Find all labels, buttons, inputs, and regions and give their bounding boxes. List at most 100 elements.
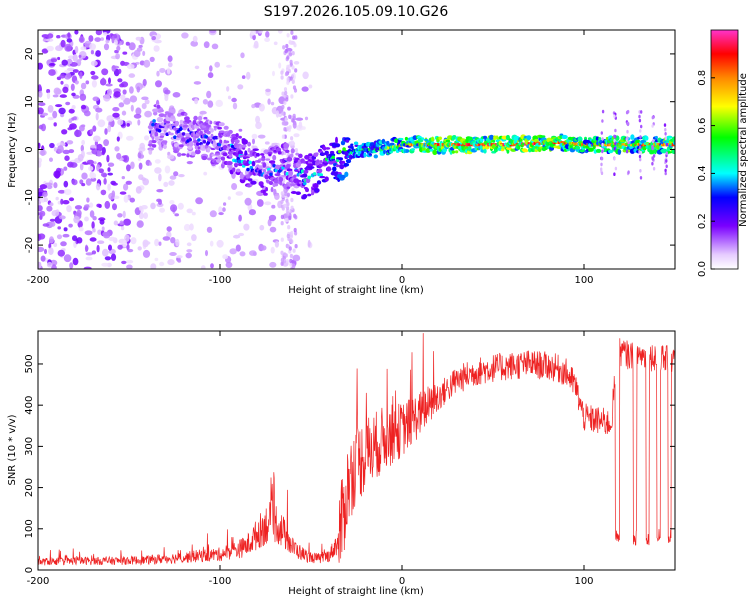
heatmap-cell	[116, 45, 121, 51]
heatmap-cell	[60, 39, 66, 48]
heatmap-cell	[38, 246, 45, 253]
heatmap-cell	[150, 202, 156, 210]
heatmap-cell	[353, 141, 359, 146]
heatmap-cell	[173, 171, 179, 177]
heatmap-cell	[291, 65, 295, 70]
heatmap-cell	[214, 153, 221, 156]
heatmap-cell	[46, 185, 53, 190]
heatmap-cell	[288, 215, 292, 221]
heatmap-cell	[301, 86, 309, 92]
heatmap-cell	[48, 69, 56, 76]
heatmap-cell	[605, 143, 607, 147]
heatmap-cell	[574, 142, 576, 146]
heatmap-cell	[625, 149, 629, 154]
heatmap-cell	[265, 187, 268, 192]
bottom-x-tick-label: -100	[209, 576, 232, 587]
heatmap-cell	[80, 82, 87, 90]
top-y-ticks: 20 10 0 -10 -20	[24, 48, 675, 253]
heatmap-cell	[601, 142, 604, 147]
heatmap-cell	[72, 235, 78, 242]
heatmap-cell	[451, 150, 455, 154]
heatmap-cell	[117, 119, 124, 126]
heatmap-cell	[210, 128, 214, 133]
heatmap-cell	[629, 146, 634, 149]
heatmap-cell	[627, 140, 630, 145]
heatmap-cell	[64, 69, 70, 74]
heatmap-cell	[238, 135, 242, 139]
heatmap-cell	[105, 83, 113, 87]
heatmap-cell	[587, 147, 594, 152]
heatmap-cell	[40, 255, 46, 262]
heatmap-cell	[252, 148, 259, 151]
heatmap-cell	[255, 152, 260, 157]
heatmap-cell	[49, 142, 55, 149]
heatmap-cell	[294, 68, 298, 73]
heatmap-cell	[107, 124, 111, 133]
heatmap-cell	[164, 89, 171, 95]
heatmap-cell	[47, 33, 54, 39]
colorbar-ticks: 0.0 0.2 0.4 0.6 0.8	[697, 70, 715, 277]
heatmap-cell	[130, 237, 137, 245]
heatmap-cell	[101, 68, 109, 76]
heatmap-cell	[481, 143, 484, 147]
heatmap-cell	[281, 111, 285, 116]
heatmap-cell	[324, 176, 329, 182]
heatmap-cell	[170, 237, 176, 244]
heatmap-cell	[105, 39, 110, 44]
heatmap-cell	[290, 148, 295, 154]
heatmap-cell	[154, 159, 161, 164]
heatmap-cell	[319, 173, 324, 177]
heatmap-cell	[269, 226, 277, 233]
heatmap-cell	[238, 128, 243, 132]
heatmap-cell	[209, 65, 213, 72]
heatmap-cell	[91, 250, 97, 255]
heatmap-cell	[188, 138, 192, 142]
heatmap-cell	[409, 143, 411, 147]
heatmap-cell	[61, 59, 68, 66]
heatmap-cell	[524, 142, 526, 146]
heatmap-cell	[264, 171, 267, 175]
heatmap-cell	[79, 124, 85, 132]
heatmap-cell	[613, 138, 616, 143]
heatmap-cell	[250, 180, 257, 185]
heatmap-cell	[125, 259, 134, 264]
heatmap-cell	[143, 241, 151, 245]
heatmap-cell	[63, 254, 72, 263]
heatmap-cell	[285, 43, 289, 49]
heatmap-cell	[176, 255, 183, 259]
heatmap-cell	[118, 102, 125, 108]
heatmap-cell	[252, 34, 256, 41]
heatmap-cell	[275, 110, 280, 118]
heatmap-cell	[656, 143, 658, 147]
heatmap-cell	[38, 124, 44, 130]
heatmap-cell	[101, 150, 105, 156]
heatmap-cell	[52, 110, 58, 119]
heatmap-cell	[72, 69, 79, 73]
heatmap-cell	[106, 154, 110, 163]
heatmap-cell	[186, 242, 192, 247]
heatmap-cell	[157, 140, 163, 145]
heatmap-cell	[164, 165, 171, 174]
heatmap-cell	[130, 104, 134, 112]
heatmap-cell	[281, 193, 285, 198]
heatmap-cell	[215, 99, 223, 107]
heatmap-cell	[438, 136, 443, 141]
heatmap-cell	[641, 143, 643, 147]
heatmap-cell	[218, 212, 224, 216]
heatmap-cell	[272, 154, 277, 161]
heatmap-cell	[595, 148, 602, 153]
heatmap-cell	[154, 167, 162, 174]
heatmap-cell	[286, 77, 290, 82]
heatmap-cell	[64, 188, 72, 196]
heatmap-cell	[66, 205, 72, 213]
heatmap-cell	[39, 149, 47, 156]
heatmap-cell	[39, 184, 48, 190]
heatmap-cell	[96, 150, 101, 157]
heatmap-cell	[304, 154, 310, 160]
heatmap-cell	[283, 87, 288, 92]
heatmap-cell	[190, 151, 196, 156]
heatmap-cell	[193, 115, 198, 121]
heatmap-cell	[110, 253, 117, 261]
heatmap-cell	[104, 200, 111, 209]
heatmap-cell	[79, 71, 83, 79]
